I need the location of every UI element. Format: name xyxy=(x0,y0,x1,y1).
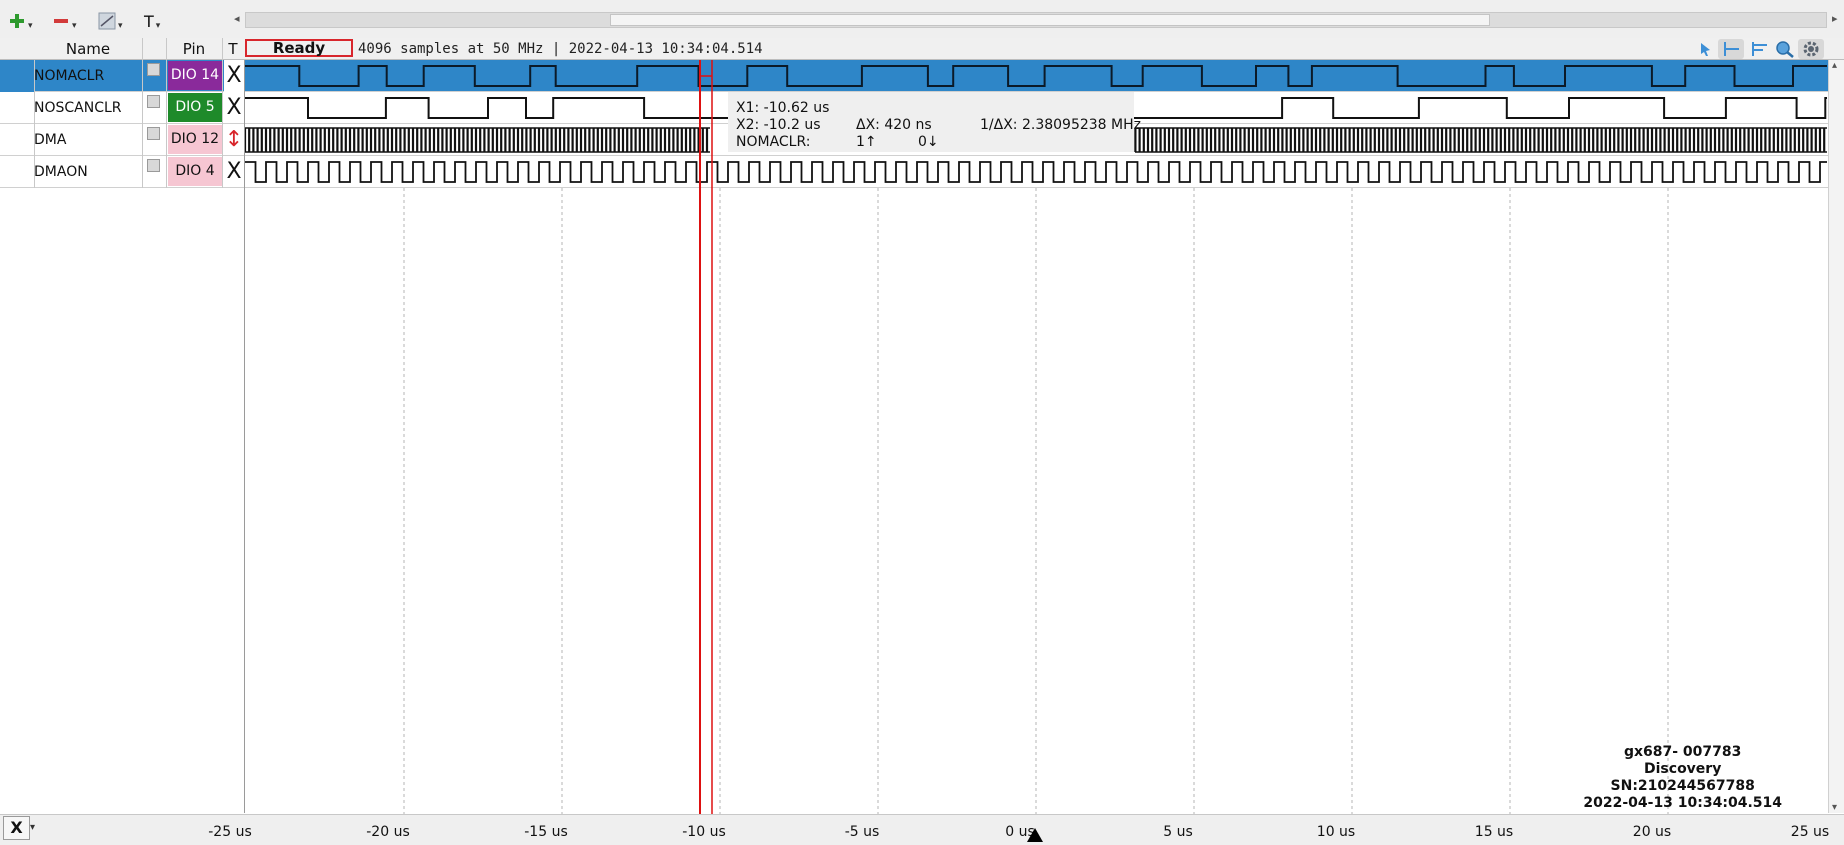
axis-tick-label: -20 us xyxy=(366,824,410,840)
channel-row-dmaon[interactable]: DMAON DIO 4 X xyxy=(0,156,1844,188)
chevron-down-icon[interactable]: ▾ xyxy=(72,21,77,31)
horizontal-scrollbar[interactable] xyxy=(245,12,1827,28)
add-cursor-button[interactable] xyxy=(1718,39,1744,59)
toolbar: ▾ ▾ ▾ T ▾ ◂ ▸ xyxy=(0,0,1844,40)
minus-icon xyxy=(54,19,68,23)
scrollbar-thumb[interactable] xyxy=(610,14,1490,26)
waveform-dmaon xyxy=(245,161,1827,183)
scroll-right-icon[interactable]: ▸ xyxy=(1832,12,1838,25)
axis-tick-label: 25 us xyxy=(1790,824,1830,840)
delta-x-label: ΔX: 420 ns xyxy=(856,117,932,133)
text-format-button[interactable]: T ▾ xyxy=(144,10,160,32)
row-selector[interactable] xyxy=(0,60,34,92)
trigger-cell[interactable]: ↕ xyxy=(224,127,244,152)
trigger-position-icon[interactable] xyxy=(1026,826,1044,842)
channel-name[interactable]: NOMACLR xyxy=(34,68,105,84)
axis-tick-label: -5 us xyxy=(844,824,880,840)
plus-icon xyxy=(10,14,24,28)
device-model: Discovery xyxy=(1644,761,1722,777)
plot-grid[interactable] xyxy=(245,60,1827,814)
magnifier-icon xyxy=(1776,41,1794,58)
status-badge: Ready xyxy=(245,39,353,57)
channel-name[interactable]: NOSCANCLR xyxy=(34,100,122,116)
axis-tick-label: -15 us xyxy=(524,824,568,840)
add-channel-button[interactable]: ▾ xyxy=(8,10,33,32)
pin-label[interactable]: DIO 5 xyxy=(168,93,222,122)
inverse-delta-label: 1/ΔX: 2.38095238 MHz xyxy=(980,117,1141,133)
device-name: gx687- 007783 xyxy=(1623,744,1742,760)
cursor-tool-button[interactable] xyxy=(1692,39,1718,59)
pin-label[interactable]: DIO 14 xyxy=(168,61,222,90)
device-info: gx687- 007783 Discovery SN:210244567788 … xyxy=(1583,744,1782,812)
acquisition-info: 4096 samples at 50 MHz | 2022-04-13 10:3… xyxy=(358,41,763,57)
device-serial: SN:210244567788 xyxy=(1610,778,1755,794)
scroll-down-icon[interactable]: ▾ xyxy=(1832,802,1838,813)
axis-tick-label: 20 us xyxy=(1632,824,1672,840)
panel-divider[interactable] xyxy=(244,60,245,813)
rising-edge-count: 1↑ xyxy=(856,134,877,150)
falling-edge-count: 0↓ xyxy=(918,134,939,150)
plot-style-icon[interactable] xyxy=(147,127,160,140)
channel-name[interactable]: DMAON xyxy=(34,164,88,180)
trigger-cell[interactable]: X xyxy=(226,95,242,120)
trigger-column-header[interactable]: T xyxy=(228,40,238,58)
axis-tick-label: 0 us xyxy=(1005,824,1035,840)
axis-tick-label: -10 us xyxy=(682,824,726,840)
channel-row-nomaclr[interactable]: NOMACLR DIO 14 X xyxy=(0,60,1844,92)
x-axis-button[interactable]: X xyxy=(3,816,30,840)
pin-label[interactable]: DIO 4 xyxy=(168,157,222,186)
chevron-down-icon[interactable]: ▾ xyxy=(118,21,123,31)
time-axis[interactable] xyxy=(0,814,1844,845)
cursor-x1-label: X1: -10.62 us xyxy=(736,100,830,116)
chevron-down-icon[interactable]: ▾ xyxy=(155,21,161,31)
signal-plot-icon xyxy=(98,12,116,30)
name-column-header[interactable]: Name xyxy=(65,40,111,58)
cursor-line-icon xyxy=(1724,42,1739,56)
trigger-cell[interactable]: X xyxy=(224,60,244,92)
vertical-scrollbar[interactable]: ▴ ▾ xyxy=(1828,60,1844,813)
text-format-label: T xyxy=(144,11,154,31)
channel-name[interactable]: DMA xyxy=(34,132,67,148)
scroll-up-icon[interactable]: ▴ xyxy=(1832,60,1838,71)
chevron-down-icon[interactable]: ▾ xyxy=(28,21,33,31)
pin-column-header[interactable]: Pin xyxy=(182,40,206,58)
plot-type-button[interactable]: ▾ xyxy=(98,10,123,32)
axis-tick-label: 15 us xyxy=(1474,824,1514,840)
plot-style-icon[interactable] xyxy=(147,159,160,172)
waveform-dma xyxy=(245,127,1827,153)
chevron-down-icon[interactable]: ▾ xyxy=(30,822,36,833)
plot-style-icon[interactable] xyxy=(147,95,160,108)
cursor-list-button[interactable] xyxy=(1746,39,1772,59)
axis-tick-label: -25 us xyxy=(208,824,252,840)
waveform-nomaclr xyxy=(245,65,1827,87)
plot-style-icon[interactable] xyxy=(147,63,160,76)
waveform-noscanclr xyxy=(245,97,1827,119)
zoom-button[interactable] xyxy=(1772,39,1798,59)
channel-header: Name Pin T Ready 4096 samples at 50 MHz … xyxy=(0,38,1844,60)
axis-tick-label: 10 us xyxy=(1316,824,1356,840)
pointer-icon xyxy=(1701,43,1710,56)
axis-tick-labels: -25 us -20 us -15 us -10 us -5 us 0 us 5 us 10 … xyxy=(0,814,1844,844)
cursor-x2-label: X2: -10.2 us xyxy=(736,117,821,133)
trigger-cell[interactable]: X xyxy=(226,159,242,184)
device-timestamp: 2022-04-13 10:34:04.514 xyxy=(1583,795,1782,811)
pin-label[interactable]: DIO 12 xyxy=(168,125,222,154)
edge-count-signal-label: NOMACLR: xyxy=(736,134,811,150)
cursor-measurement-panel: X1: -10.62 us X2: -10.2 us ΔX: 420 ns 1/… xyxy=(728,92,1141,152)
settings-button[interactable] xyxy=(1798,39,1824,59)
axis-tick-label: 5 us xyxy=(1163,824,1193,840)
gear-icon xyxy=(1803,41,1819,57)
remove-channel-button[interactable]: ▾ xyxy=(52,10,77,32)
cursor-list-icon xyxy=(1752,42,1767,56)
scroll-left-icon[interactable]: ◂ xyxy=(234,12,240,25)
channel-row-dma[interactable]: DMA DIO 12 ↕ xyxy=(0,124,1844,156)
